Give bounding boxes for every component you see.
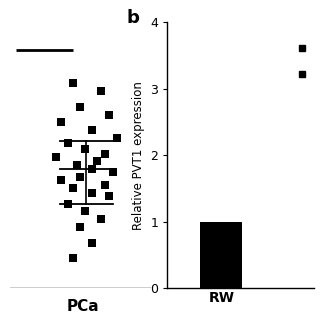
Point <box>98 89 103 94</box>
Y-axis label: Relative PVT1 expression: Relative PVT1 expression <box>132 81 145 230</box>
Point <box>83 146 88 151</box>
Point <box>114 135 119 140</box>
Bar <box>200 221 243 288</box>
Point <box>66 201 71 206</box>
Point <box>107 193 112 198</box>
Point <box>102 182 107 188</box>
Text: PCa: PCa <box>66 299 99 314</box>
Point <box>78 104 83 109</box>
Point <box>78 174 83 180</box>
Point <box>90 128 95 133</box>
Point <box>70 186 76 191</box>
Point <box>107 112 112 117</box>
Point <box>102 151 107 156</box>
Point <box>66 141 71 146</box>
Point <box>98 217 103 222</box>
Point <box>90 167 95 172</box>
Point <box>58 120 63 125</box>
Text: b: b <box>126 9 140 27</box>
Point <box>90 190 95 195</box>
Point <box>70 81 76 86</box>
Point <box>83 209 88 214</box>
Point <box>58 178 63 183</box>
Point <box>53 154 59 159</box>
Point <box>95 159 100 164</box>
Point <box>90 240 95 245</box>
Point <box>74 162 79 167</box>
Point <box>70 256 76 261</box>
Point <box>78 225 83 230</box>
Point <box>111 170 116 175</box>
